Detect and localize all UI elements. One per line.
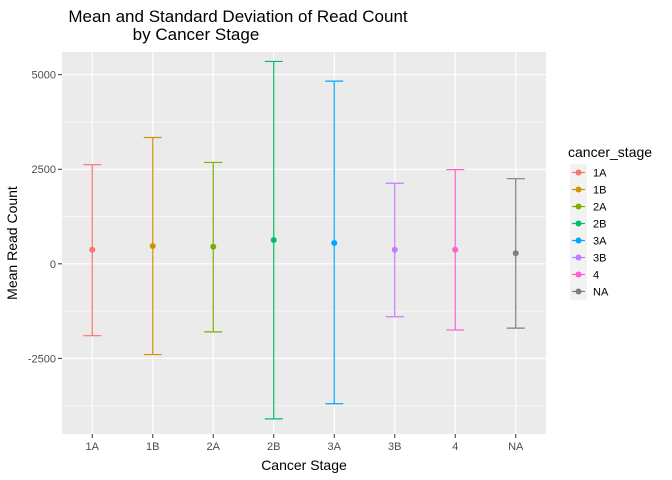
legend-item-1B: 1B [570,181,606,198]
x-axis-title: Cancer Stage [261,457,347,473]
errorbar-4 [446,169,465,331]
errorbar-1B [143,136,162,356]
minor-gridlines [62,121,546,406]
legend-title: cancer_stage [568,144,652,160]
mean-point [512,250,519,257]
legend-label: 2B [593,219,606,231]
legend-item-2B: 2B [570,215,606,232]
legend-item-3A: 3A [570,232,607,249]
errorbar-3A [325,80,344,405]
mean-point [89,246,96,253]
x-tick-label: NA [508,441,524,453]
legend-key-point [575,169,582,176]
x-tick-label: 1B [146,441,159,453]
y-tick-label: -2500 [28,353,56,365]
y-tick-label: 0 [50,259,56,271]
x-tick-label: 2A [207,441,221,453]
chart-title-line: Mean and Standard Deviation of Read Coun… [68,7,408,26]
mean-point [391,246,398,253]
legend-label: 3A [593,236,607,248]
legend-key-point [575,186,582,193]
y-axis-title: Mean Read Count [4,186,20,300]
legend-key-point [575,237,582,244]
legend-item-3B: 3B [570,249,606,266]
y-tick-label: 5000 [32,70,56,82]
error-bars [83,60,525,420]
mean-point [149,243,156,250]
legend-key-point [575,254,582,261]
errorbar-1A [83,164,102,337]
legend-label: 1A [593,168,607,180]
legend-label: 1B [593,185,606,197]
legend-key-point [575,271,582,278]
legend-label: 4 [593,270,599,282]
legend-key-point [575,220,582,227]
legend-key-point [575,288,582,295]
legend-label: 3B [593,253,606,265]
x-tick-label: 4 [452,441,458,453]
errorbar-3B [385,182,404,318]
legend-label: NA [593,287,609,299]
errorbar-2B [264,60,283,420]
y-tick-label: 2500 [32,164,56,176]
x-tick-label: 2B [267,441,280,453]
legend-label: 2A [593,202,607,214]
x-tick-label: 3A [328,441,342,453]
plot-panel [62,52,546,434]
legend-item-1A: 1A [570,164,607,181]
mean-point [210,243,217,250]
x-axis-ticks: 1A 1B 2A 2B 3A 3B 4 NA [86,434,524,453]
mean-point [331,240,338,246]
errorbar-2A [204,161,223,333]
legend-item-2A: 2A [570,198,607,215]
x-tick-label: 1A [86,441,100,453]
legend: cancer_stage 1A 1B 2A 2B 3A 3B 4 NA [568,144,652,300]
legend-key-point [575,203,582,210]
mean-point [270,236,277,243]
legend-item-4: 4 [570,266,599,283]
chart-title: Mean and Standard Deviation of Read Coun… [68,7,408,44]
chart-title-line: by Cancer Stage [133,25,260,44]
errorbar-NA [506,178,525,329]
legend-item-NA: NA [570,283,609,300]
y-axis-ticks: -2500 0 2500 5000 [28,70,62,365]
x-tick-label: 3B [388,441,401,453]
mean-point [452,246,459,253]
